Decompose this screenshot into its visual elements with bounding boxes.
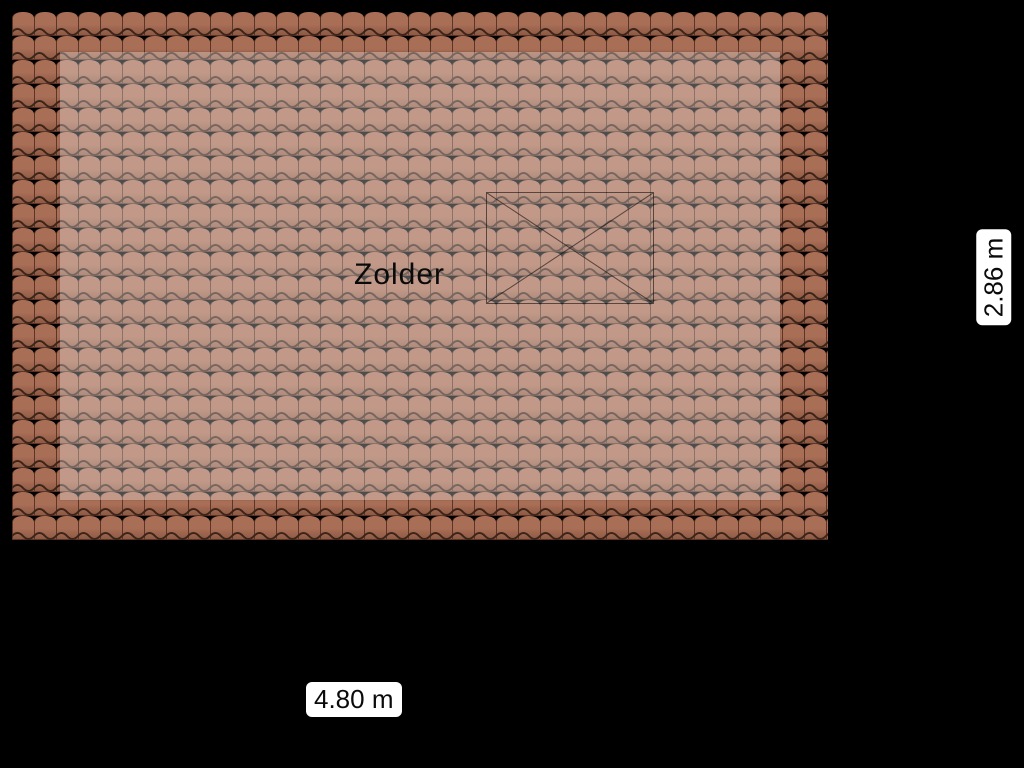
roof-plan: Zolder xyxy=(12,12,828,540)
skylight-cross-icon xyxy=(487,193,653,303)
skylight-outline xyxy=(486,192,654,304)
dimension-height-label: 2.86 m xyxy=(976,230,1011,326)
dimension-width-label: 4.80 m xyxy=(306,682,402,717)
room-label: Zolder xyxy=(354,258,445,292)
